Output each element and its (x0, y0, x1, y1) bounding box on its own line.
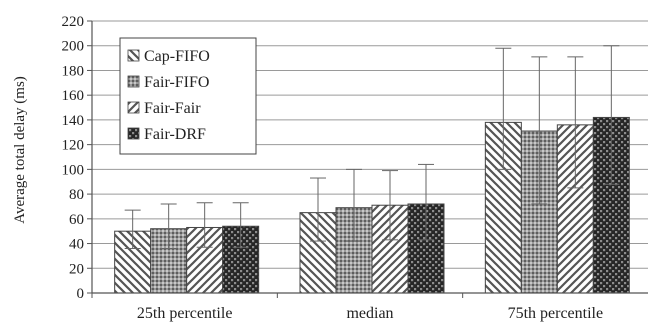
x-category-label: median (346, 305, 393, 322)
x-category-label: 75th percentile (508, 305, 604, 322)
legend-label-fair-drf: Fair-DRF (144, 126, 206, 143)
y-tick-label: 200 (62, 39, 85, 55)
x-category-label: 25th percentile (137, 305, 233, 322)
legend: Cap-FIFO Fair-FIFO Fair-Fair Fair-DRF (119, 37, 257, 155)
y-tick-label: 60 (69, 212, 84, 228)
legend-swatch-fair-fair (127, 101, 140, 114)
legend-label-fair-fair: Fair-Fair (144, 100, 201, 117)
legend-label-fair-fifo: Fair-FIFO (144, 74, 209, 91)
y-tick-label: 220 (62, 14, 85, 30)
legend-label-cap-fifo: Cap-FIFO (144, 48, 210, 65)
y-tick-label: 80 (69, 187, 84, 203)
error-bars (124, 45, 620, 249)
legend-swatch-cap-fifo (127, 49, 140, 62)
y-axis-title: Average total delay (ms) (12, 76, 28, 224)
legend-box (119, 37, 257, 155)
axes (91, 21, 648, 298)
y-tick-label: 40 (69, 237, 84, 253)
y-tick-label: 0 (77, 286, 85, 302)
y-tick-labels: 0 20 40 60 80 100 120 140 160 180 200 220 (62, 14, 85, 302)
y-tick-label: 160 (62, 88, 85, 104)
legend-swatch-fair-fifo (127, 75, 140, 88)
x-category-labels: 25th percentile median 75th percentile (137, 305, 603, 322)
y-tick-label: 100 (62, 162, 85, 178)
y-tick-label: 140 (62, 113, 85, 129)
legend-swatch-fair-drf (127, 127, 140, 140)
y-tick-label: 120 (62, 138, 85, 154)
y-tick-label: 180 (62, 63, 85, 79)
y-tick-label: 20 (69, 261, 84, 277)
